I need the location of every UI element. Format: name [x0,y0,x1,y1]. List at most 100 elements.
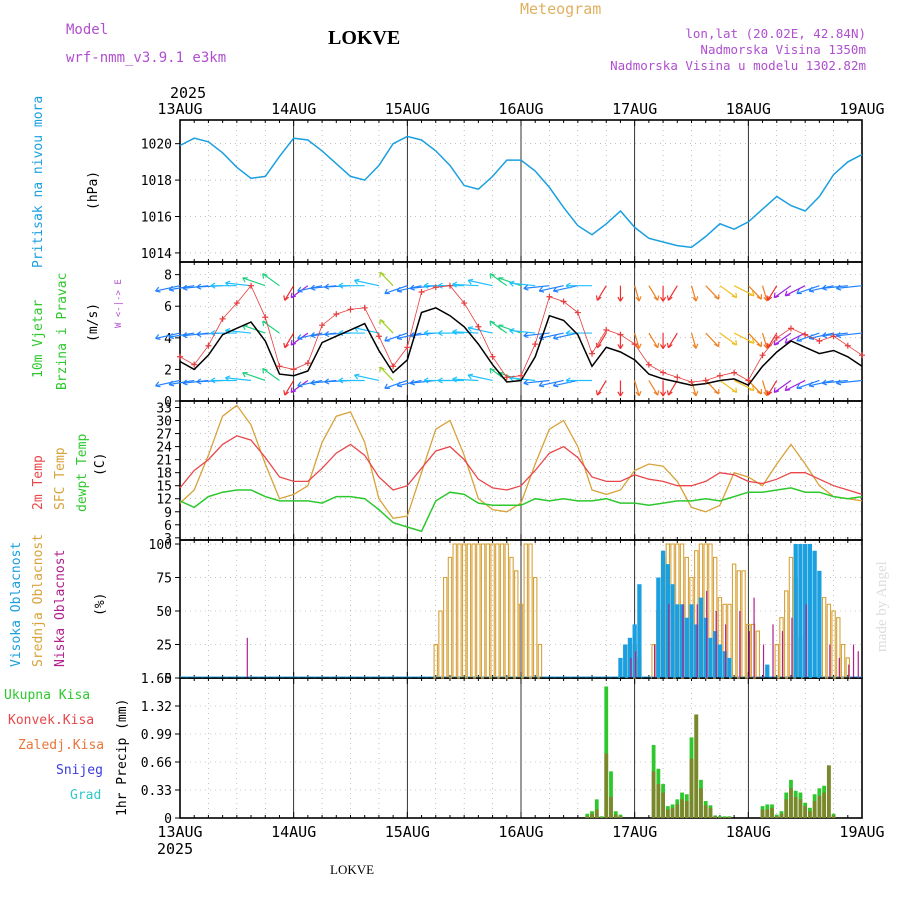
wind-arrow-head [290,292,293,298]
temperature-ytick-label: 15 [156,480,172,495]
wind-arrow-head [290,295,297,299]
wind-arrow-head [553,385,559,388]
wind-gust-marker [503,374,510,381]
precip-conv-bar [651,771,656,818]
wind-arrow-head [784,385,788,391]
temperature-ytick-label: 6 [164,519,172,534]
wind-arrow-head [539,385,545,388]
wind-arrow-head [821,284,827,289]
precip-conv-bar [722,817,727,818]
cloud-high-bar [660,550,666,678]
wind-arrow-head [809,385,815,388]
wind-arrow [719,332,737,346]
wind-arrow-head [657,390,660,396]
cloud-mid-bar [490,543,495,679]
wind-arrow-head [196,331,202,335]
wind-arrow [262,320,280,334]
wind-arrow-head [409,284,415,289]
wind-arrow-head [423,377,429,381]
wind-arrow-head [695,343,699,349]
wind-arrow-head [497,277,502,283]
cloud-high-bar [679,604,685,678]
wind-arrow-head [379,366,385,370]
wind-arrow [468,374,493,382]
wind-arrow-head [155,286,160,292]
meteogram-title: Meteogram [520,0,601,18]
wind-arrow-head [468,278,474,281]
wind-arrow-head [784,290,788,296]
wind-arrow-head [509,328,515,331]
wind-arrow [667,332,678,349]
wind-gust-marker [759,352,766,359]
wind-arrow-head [659,391,664,397]
wind-arrow [297,332,323,340]
wind-gust-marker [674,374,681,381]
wind-arrow-head [552,334,558,339]
cloud-mid-bar [433,643,438,679]
precip-conv-bar [774,816,779,818]
wind-arrow [809,379,834,387]
pressure-title: Pritisak na nivou mora [31,96,46,268]
wind-arrow-head [731,390,737,393]
temperature-ytick-label: 24 [156,441,172,456]
wind-arrow-head [290,339,293,346]
wind-gust-marker [375,333,382,340]
wind-gust-marker [844,342,851,349]
wind-arrow [690,380,697,396]
pressure-ytick-label: 1018 [141,174,172,189]
wind-arrow [596,285,607,301]
wind-arrow-head [225,328,231,331]
wind-arrow-head [168,289,175,292]
wind-arrow-head [324,378,329,383]
wind-arrow-head [662,344,667,349]
temperature-ytick-label: 33 [156,402,172,417]
cloud-high-bar [665,564,670,678]
cloud-high-bar [618,657,623,678]
wind-arrow-head [565,282,571,287]
cloud-mid-bar [731,563,737,679]
temp-title3: dewpt Temp [75,434,90,512]
wind-arrow [648,332,659,349]
wind-arrow-head [763,296,768,302]
precip-conv-bar [594,809,599,818]
wind-arrow-head [773,339,776,346]
wind-gust-marker [219,315,226,322]
wind-arrow-head [523,284,528,289]
wind-arrow-head [338,377,344,381]
wind-arrow-head [595,295,598,301]
wind-arrow [452,331,479,334]
cloud-high-bar [632,624,637,678]
wind-arrow-head [324,381,330,385]
wind-arrow [634,332,640,349]
cloud-title: Visoka Oblacnost [9,542,24,667]
cloud-high-bar [703,617,708,678]
precip-legend-frz: Zaledj.Kisa [18,738,104,753]
wind-arrow-head [467,279,472,285]
cloud-mid-bar [461,543,467,679]
cloud-high-bar [637,584,642,678]
wind-arrow-head [668,391,673,396]
cloud-mid-bar [466,543,472,679]
wind-arrow-head [749,294,755,297]
cloud-high-bar [708,637,713,678]
cloud-high-bar [812,550,817,678]
wind-speed-line [179,306,863,387]
wind-arrow [784,332,806,344]
precip-ylabel: 1hr Precip (mm) [115,699,130,816]
precip-conv-bar [694,714,699,818]
wind-arrow-head [262,321,265,327]
model-elevation-label: Nadmorska Visina u modelu 1302.82m [610,58,866,73]
wind-gust-marker [617,331,624,338]
wind-arrow-head [767,296,773,301]
wind-gust-marker [532,341,539,348]
wind-arrow [822,379,848,384]
precip-conv-bar [779,813,784,818]
cloud-mid-bar [736,570,742,679]
wind-gust-marker [745,377,752,384]
temperature-ytick-label: 18 [156,467,172,482]
clouds-ytick-label: 100 [149,538,172,553]
x-tick-label-bottom: 16AUG [498,823,543,841]
wind-arrow [168,332,195,338]
precip-conv-bar [798,799,803,818]
wind-arrow-head [668,296,673,301]
